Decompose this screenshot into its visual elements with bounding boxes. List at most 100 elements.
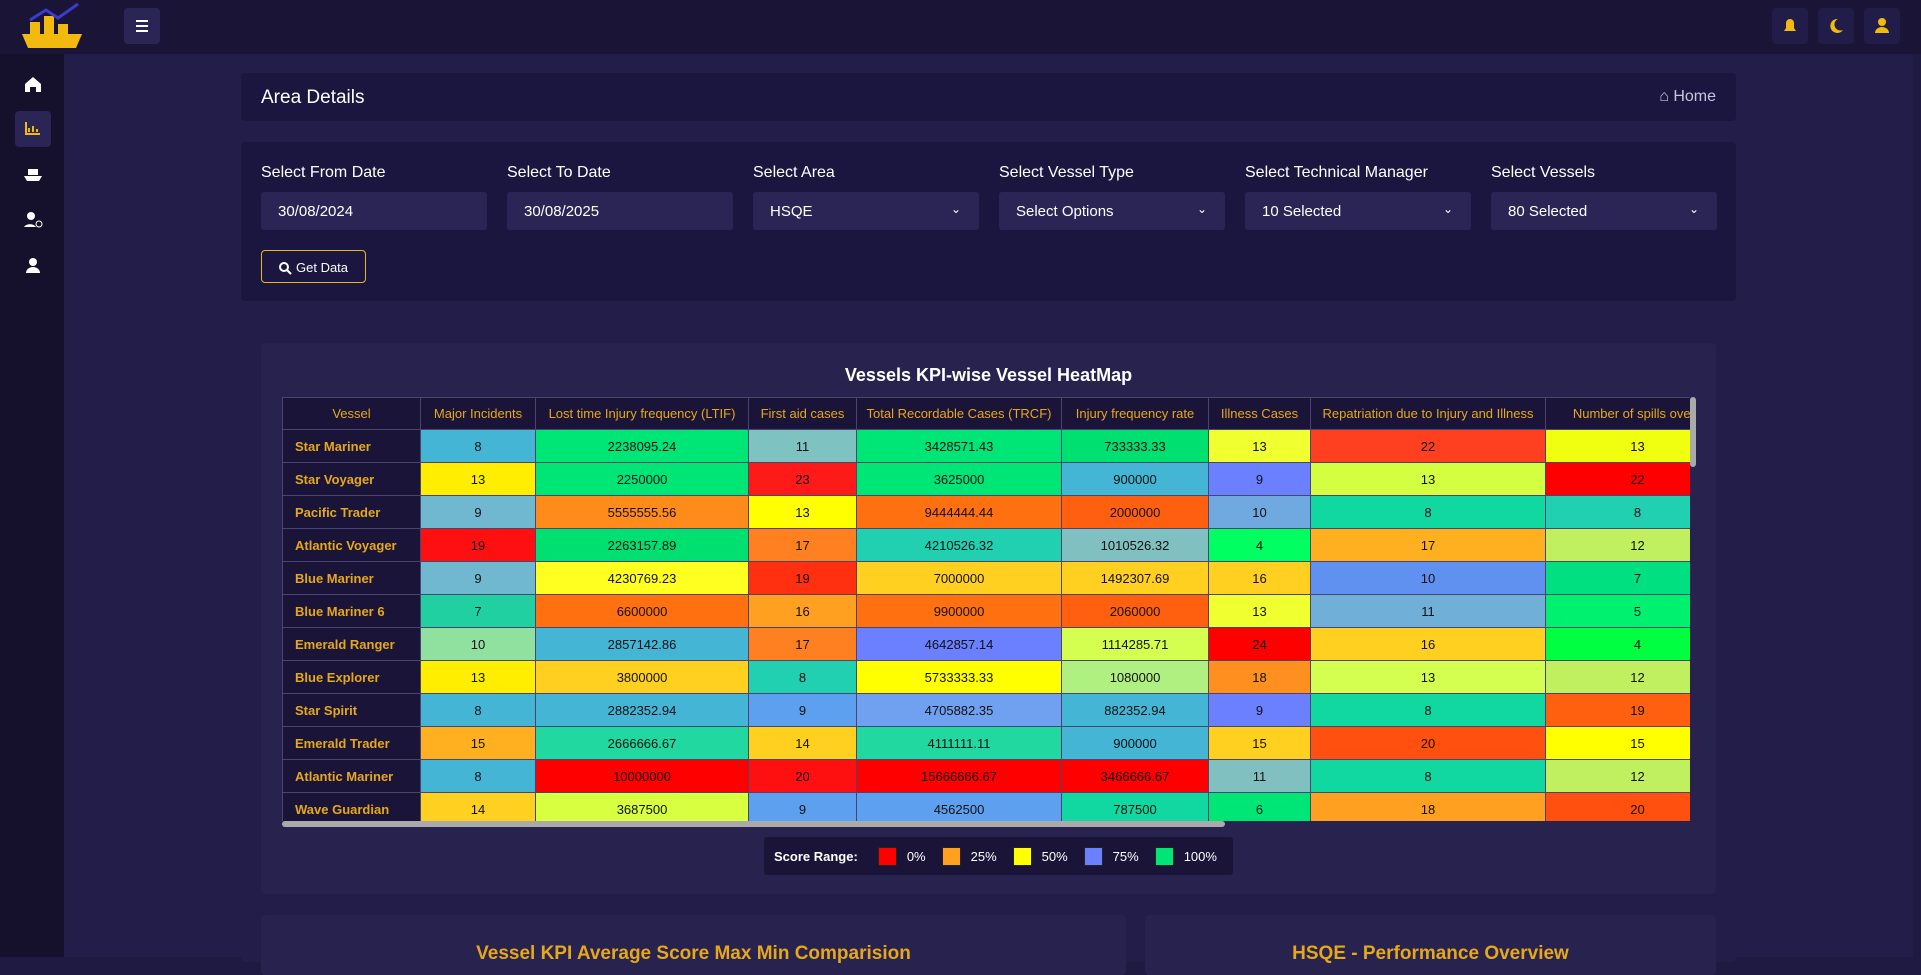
table-scroll[interactable]: Vessel Major Incidents Lost time Injury fr… bbox=[282, 397, 1690, 821]
menu-toggle[interactable] bbox=[124, 8, 160, 44]
heat-cell: 2238095.24 bbox=[535, 429, 749, 463]
heat-cell: 11 bbox=[1310, 594, 1546, 628]
legend-swatch bbox=[1083, 846, 1103, 866]
heat-cell: 882352.94 bbox=[1061, 693, 1209, 727]
heat-cell: 1114285.71 bbox=[1061, 627, 1209, 661]
theme-toggle[interactable] bbox=[1818, 8, 1854, 44]
nav-home[interactable] bbox=[25, 77, 41, 92]
filter-select[interactable]: Select Options ⌄ bbox=[999, 192, 1225, 230]
table-row: Emerald Ranger 10 2857142.86 17 4642857.14 11… bbox=[282, 627, 1690, 661]
filter-label: Select To Date bbox=[507, 164, 611, 181]
table-row: Emerald Trader 15 2666666.67 14 4111111.11 90… bbox=[282, 726, 1690, 760]
nav-profile[interactable] bbox=[26, 267, 40, 273]
heat-cell: 16 bbox=[1310, 627, 1546, 661]
heat-cell: 7000000 bbox=[856, 561, 1062, 595]
heat-cell: 3428571.43 bbox=[856, 429, 1062, 463]
card-title: Vessel KPI Average Score Max Min Compari… bbox=[476, 943, 911, 964]
legend: Score Range: 0% 25% 50% 75% 100% bbox=[764, 837, 1233, 875]
heat-cell: 19 bbox=[748, 561, 857, 595]
filter-label: Select Vessel Type bbox=[999, 164, 1134, 181]
heat-cell: 13 bbox=[1208, 429, 1311, 463]
heat-cell: 9900000 bbox=[856, 594, 1062, 628]
filter-label: Select Technical Manager bbox=[1245, 164, 1428, 181]
heat-cell: 15 bbox=[420, 726, 536, 760]
legend-label: 75% bbox=[1112, 848, 1139, 864]
table-row: Blue Mariner 6 7 6600000 16 9900000 2060000 13… bbox=[282, 594, 1690, 628]
breadcrumb-home[interactable]: Home bbox=[1673, 88, 1716, 105]
legend-swatch bbox=[1012, 846, 1032, 866]
filter-select[interactable]: 80 Selected ⌄ bbox=[1491, 192, 1717, 230]
h-scrollbar[interactable] bbox=[282, 821, 1225, 827]
nav-users[interactable] bbox=[24, 224, 36, 227]
heat-cell: 19 bbox=[1545, 693, 1690, 727]
filter-card: Get Data Select From Date 30/08/2024 Selec… bbox=[241, 142, 1736, 301]
heat-cell: 4210526.32 bbox=[856, 528, 1062, 562]
filter-value: 30/08/2025 bbox=[524, 203, 600, 220]
heat-cell: 787500 bbox=[1061, 792, 1209, 821]
heat-cell: 11 bbox=[1208, 759, 1311, 793]
heat-cell: 7 bbox=[420, 594, 536, 628]
heat-cell: 24 bbox=[1208, 627, 1311, 661]
heat-cell: 20 bbox=[748, 759, 857, 793]
heat-cell: 2250000 bbox=[535, 462, 749, 496]
heat-cell: 12 bbox=[1545, 528, 1690, 562]
heat-cell: 23 bbox=[748, 462, 857, 496]
heat-cell: 1080000 bbox=[1061, 660, 1209, 694]
heat-cell: 18 bbox=[1310, 792, 1546, 821]
notifications[interactable] bbox=[1772, 8, 1808, 44]
heat-cell: 10 bbox=[420, 627, 536, 661]
table-row: Star Mariner 8 2238095.24 11 3428571.43 73333… bbox=[282, 429, 1690, 463]
vessel-name: Pacific Trader bbox=[282, 495, 421, 529]
table-row: Blue Mariner 9 4230769.23 19 7000000 1492307.… bbox=[282, 561, 1690, 595]
chevron: ⌄ bbox=[1688, 202, 1699, 216]
heat-cell: 13 bbox=[1310, 660, 1546, 694]
filter-date[interactable]: 30/08/2024 bbox=[261, 192, 487, 230]
vessel-name: Emerald Trader bbox=[282, 726, 421, 760]
heat-cell: 9 bbox=[748, 792, 857, 821]
legend-label: 0% bbox=[906, 848, 926, 864]
page-title: Area Details bbox=[261, 87, 365, 108]
vessel-name: Wave Guardian bbox=[282, 792, 421, 821]
heat-cell: 13 bbox=[420, 462, 536, 496]
heat-cell: 2666666.67 bbox=[535, 726, 749, 760]
v-scrollbar[interactable] bbox=[1690, 397, 1696, 467]
table-row: Star Voyager 13 2250000 23 3625000 900000 9 13 2… bbox=[282, 462, 1690, 496]
column-header: Illness Cases bbox=[1208, 397, 1311, 430]
heat-cell: 9 bbox=[420, 561, 536, 595]
heat-cell: 4 bbox=[1545, 627, 1690, 661]
filter-select[interactable]: 10 Selected ⌄ bbox=[1245, 192, 1471, 230]
heat-cell: 17 bbox=[748, 627, 857, 661]
heat-cell: 22 bbox=[1310, 429, 1546, 463]
heat-cell: 8 bbox=[1310, 759, 1546, 793]
vessel-name: Atlantic Mariner bbox=[282, 759, 421, 793]
heat-cell: 14 bbox=[420, 792, 536, 821]
heat-cell: 8 bbox=[1310, 693, 1546, 727]
filter-select[interactable]: HSQE ⌄ bbox=[753, 192, 979, 230]
heat-cell: 12 bbox=[1545, 759, 1690, 793]
nav-vessels[interactable] bbox=[24, 169, 42, 181]
card-title: HSQE - Performance Overview bbox=[1292, 943, 1569, 964]
heat-cell: 8 bbox=[1545, 495, 1690, 529]
breadcrumb[interactable]: ⌂ Home bbox=[1659, 88, 1716, 105]
get-data-button[interactable]: Get Data bbox=[261, 250, 366, 283]
heat-cell: 22 bbox=[1545, 462, 1690, 496]
heat-cell: 8 bbox=[420, 693, 536, 727]
filter-date[interactable]: 30/08/2025 bbox=[507, 192, 733, 230]
filter-value: 10 Selected bbox=[1262, 203, 1342, 220]
filter-value: HSQE bbox=[770, 203, 813, 220]
heat-cell: 20 bbox=[1545, 792, 1690, 821]
heat-cell: 15666666.67 bbox=[856, 759, 1062, 793]
legend-label: 50% bbox=[1041, 848, 1068, 864]
heat-cell: 13 bbox=[1208, 594, 1311, 628]
heat-cell: 4562500 bbox=[856, 792, 1062, 821]
user-menu[interactable] bbox=[1864, 8, 1900, 44]
nav-charts[interactable] bbox=[25, 122, 40, 135]
heat-cell: 9 bbox=[1208, 462, 1311, 496]
heat-cell: 9 bbox=[748, 693, 857, 727]
heat-cell: 5 bbox=[1545, 594, 1690, 628]
heat-cell: 14 bbox=[748, 726, 857, 760]
heat-cell: 19 bbox=[420, 528, 536, 562]
heat-cell: 17 bbox=[1310, 528, 1546, 562]
chart-card: HSQE - Performance Overview bbox=[1145, 915, 1716, 975]
